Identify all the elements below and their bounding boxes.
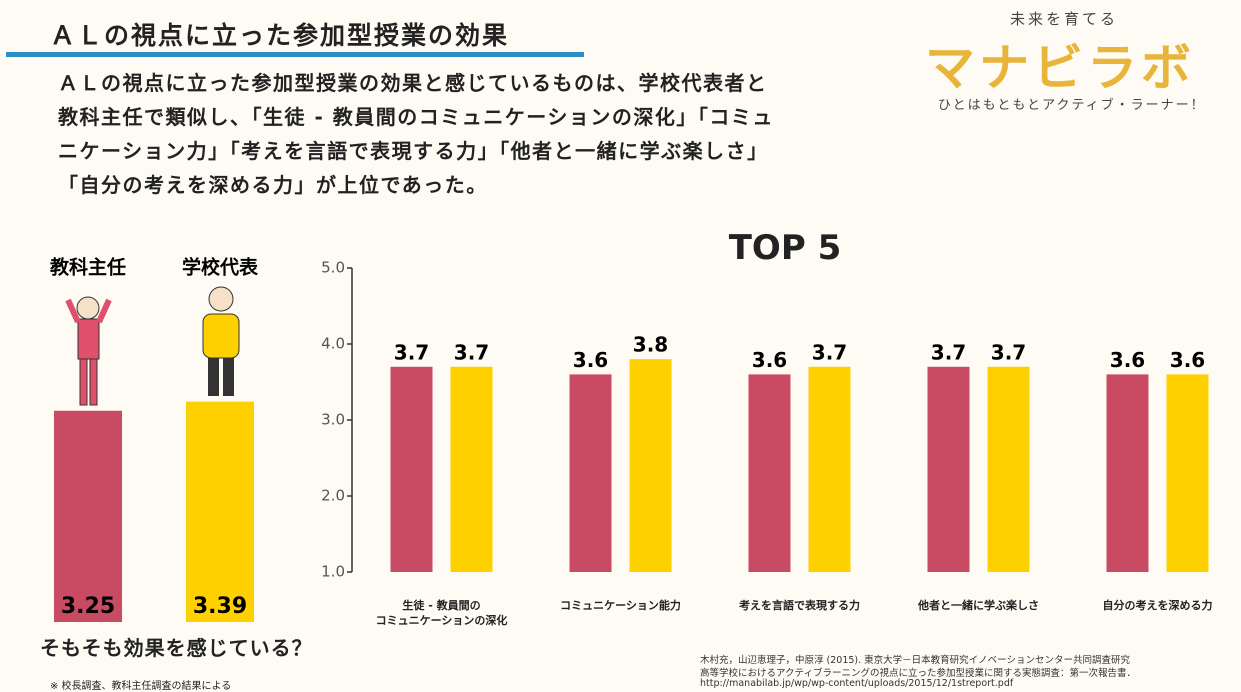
- bar: [569, 374, 612, 572]
- source: http://manabilab.jp/wp/wp-content/upload…: [700, 678, 1014, 689]
- x-tick-label: コミュニケーション能力: [560, 599, 681, 612]
- x-tick-label: 考えを言語で表現する力: [739, 599, 860, 612]
- value-label: 3.25: [61, 594, 115, 619]
- summary: ＡＬの視点に立った参加型授業の効果と感じているものは、学校代表者と教科主任で類似…: [58, 71, 774, 197]
- teacher-figure: [65, 296, 112, 406]
- bar: [186, 401, 254, 622]
- source: 木村充，山辺恵理子，中原淳 (2015). 東京大学－日本教育研究イノベーション…: [700, 655, 1130, 666]
- x-tick-label: 他者と一緒に学ぶ楽しさ: [918, 599, 1039, 612]
- value-label: 3.7: [812, 340, 847, 364]
- value-label: 3.6: [573, 348, 608, 372]
- y-tick-label: 5.0: [321, 259, 345, 277]
- y-tick-label: 2.0: [321, 487, 345, 505]
- value-label: 3.7: [394, 340, 429, 364]
- page-title: ＡＬの視点に立った参加型授業の効果: [50, 21, 510, 50]
- bar: [808, 366, 851, 572]
- left-chart-title: そもそも効果を感じている？: [40, 636, 313, 660]
- bar: [987, 366, 1030, 572]
- value-label: 3.7: [454, 340, 489, 364]
- right-chart-title: TOP 5: [728, 228, 842, 268]
- value-label: 3.7: [991, 340, 1026, 364]
- value-label: 3.8: [633, 333, 668, 357]
- source: 高等学校におけるアクティブラーニングの視点に立った参加型授業に関する実態調査：第…: [700, 668, 1136, 679]
- bar: [1166, 374, 1209, 572]
- value-label: 3.6: [752, 348, 787, 372]
- y-tick-label: 4.0: [321, 335, 345, 353]
- bar: [390, 366, 433, 572]
- logo-name: マナビラボ: [925, 39, 1195, 97]
- value-label: 3.39: [193, 594, 247, 619]
- left-chart-note: ※ 校長調査、教科主任調査の結果による: [50, 681, 232, 692]
- x-tick-label: 生徒 - 教員間の コミュニケーションの深化: [375, 599, 508, 627]
- value-label: 3.6: [1170, 348, 1205, 372]
- title-rule: [6, 52, 584, 57]
- x-tick-label: 学校代表: [182, 256, 259, 279]
- logo-tagline: 未来を育てる: [1010, 10, 1119, 28]
- value-label: 3.6: [1110, 348, 1145, 372]
- bar: [450, 366, 493, 572]
- x-tick-label: 教科主任: [50, 256, 126, 279]
- bar: [54, 410, 122, 622]
- bar: [629, 359, 672, 572]
- y-tick-label: 3.0: [321, 411, 345, 429]
- bar: [927, 366, 970, 572]
- logo-motto: ひとはもともとアクティブ・ラーナー！: [938, 98, 1206, 113]
- value-label: 3.7: [931, 340, 966, 364]
- principal-figure: [202, 286, 240, 396]
- x-tick-label: 自分の考えを深める力: [1102, 599, 1213, 612]
- bar: [1106, 374, 1149, 572]
- bar: [748, 374, 791, 572]
- y-tick-label: 1.0: [321, 563, 345, 581]
